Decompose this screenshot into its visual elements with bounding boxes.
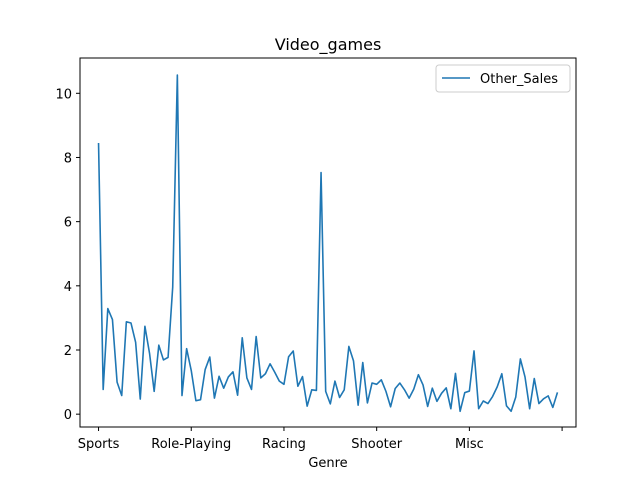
y-tick-label: 6 [64, 216, 72, 231]
y-tick-label: 4 [64, 280, 72, 295]
x-tick-label: Shooter [351, 437, 402, 452]
x-tick-label: Misc [455, 437, 484, 452]
y-tick-label: 8 [64, 151, 72, 166]
legend-box [435, 64, 571, 93]
x-axis: Sports Role-Playing Racing Shooter Misc [78, 427, 563, 452]
y-axis: 0 2 4 6 8 10 [55, 87, 80, 423]
y-tick-label: 0 [64, 408, 72, 423]
plot-frame [79, 57, 577, 428]
x-axis-label: Genre [308, 456, 347, 471]
x-tick-label: Role-Playing [151, 437, 231, 452]
legend-label: Other_Sales [480, 72, 558, 87]
chart-title: Video_games [275, 35, 382, 55]
x-tick-label: Sports [78, 437, 120, 452]
legend: Other_Sales [435, 64, 571, 93]
y-tick-label: 10 [55, 87, 72, 102]
y-tick-label: 2 [64, 344, 72, 359]
x-tick-label: Racing [262, 437, 306, 452]
series-line-other-sales [97, 74, 559, 413]
